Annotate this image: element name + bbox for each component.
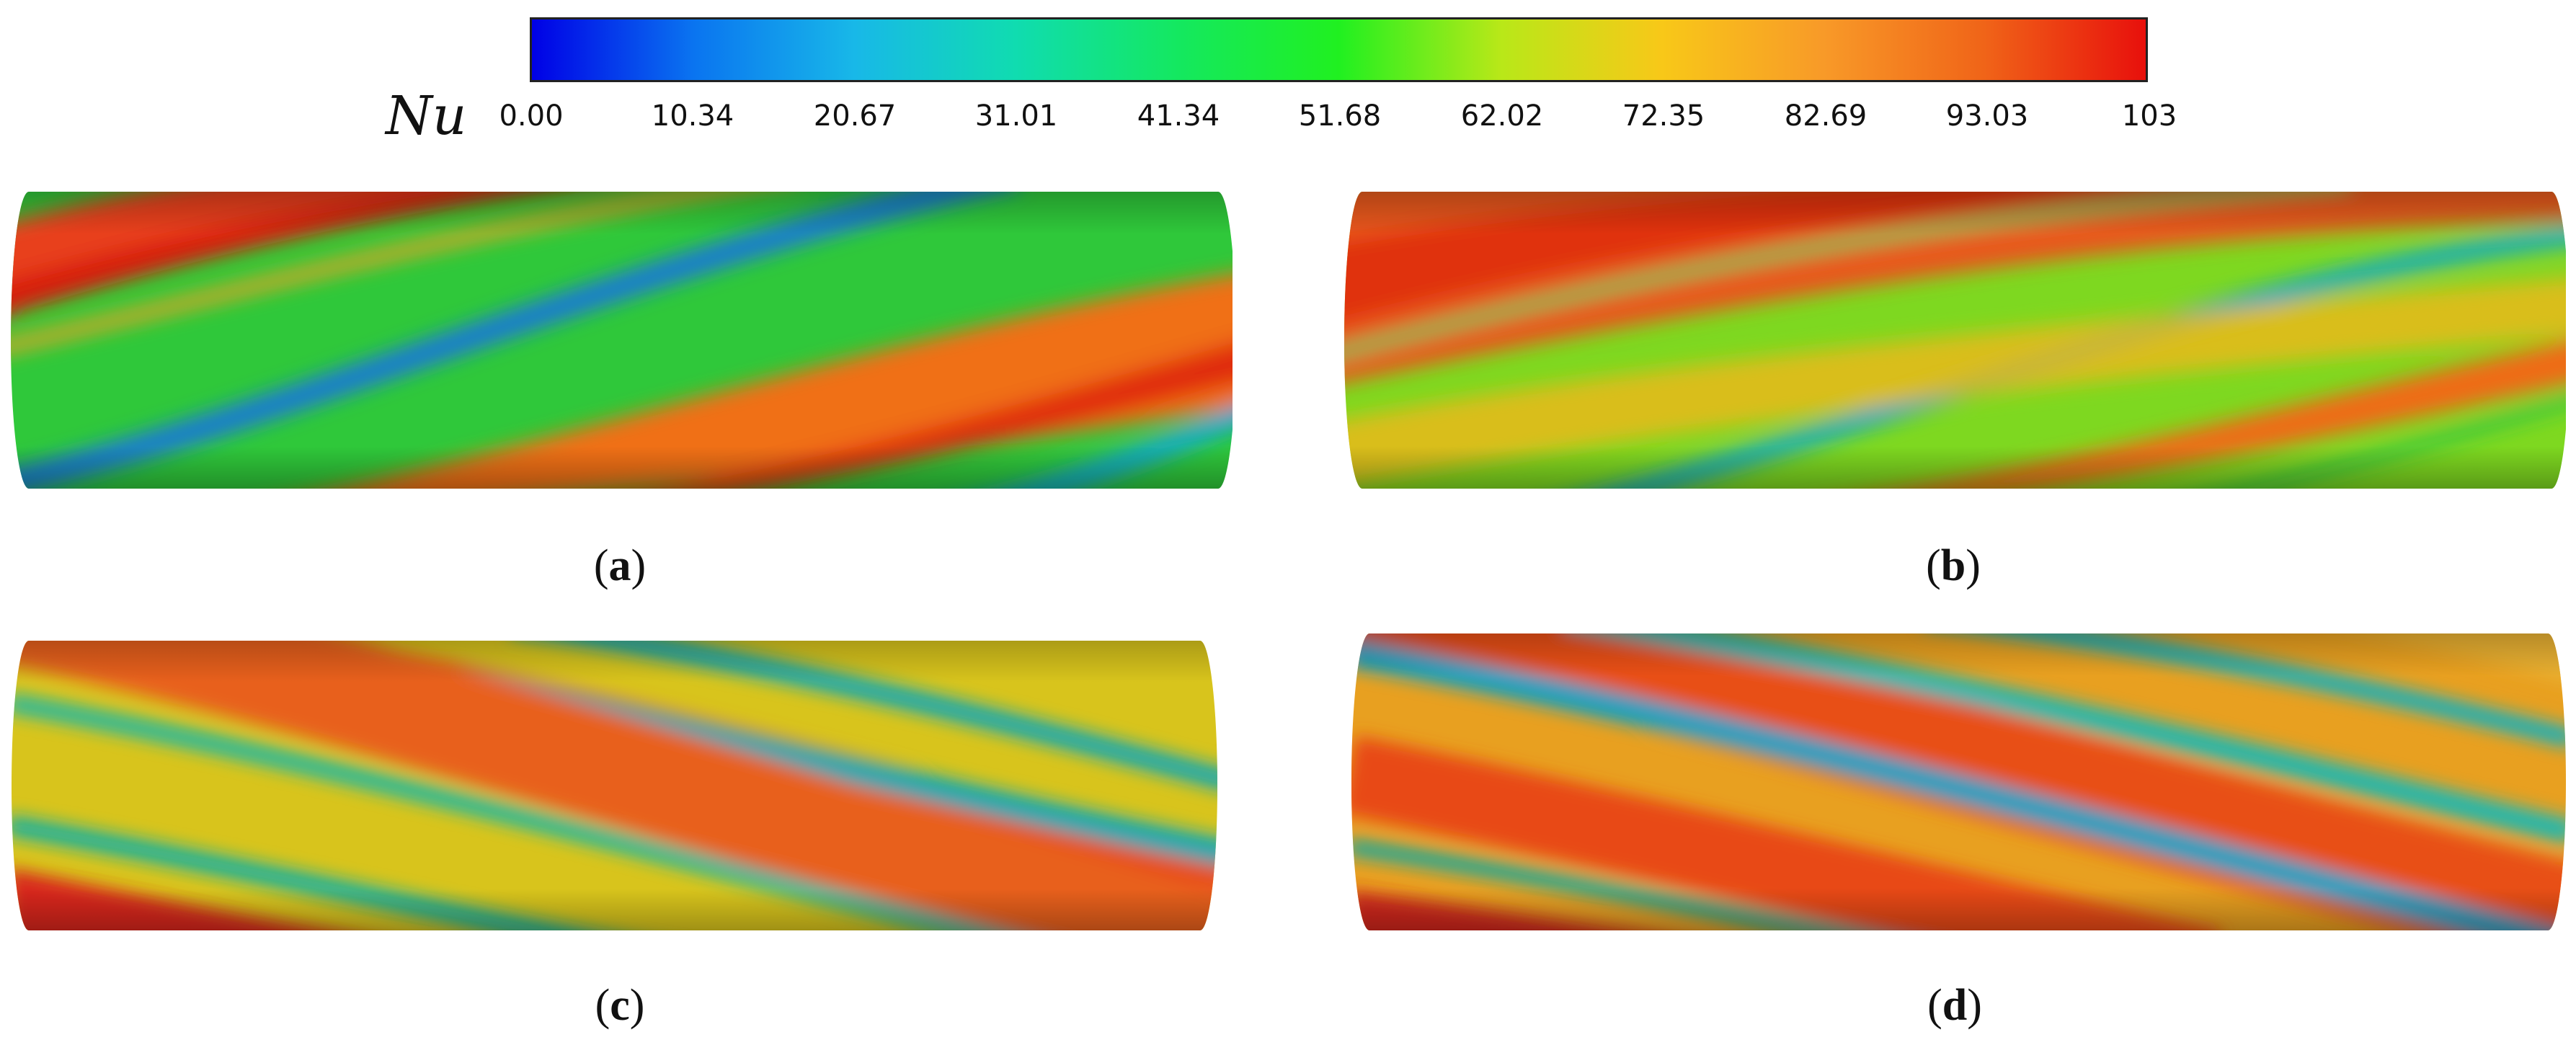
panel-caption-c: (c) (595, 981, 645, 1030)
cylinder-panel-d (1348, 631, 2566, 933)
colorbar-tick: 41.34 (1137, 99, 1220, 133)
cylinder-panel-b (1341, 189, 2566, 492)
cylinder-a-heatmap (11, 192, 1233, 489)
panel-caption-d: (d) (1927, 981, 1982, 1030)
cylinder-panel-a (7, 189, 1233, 492)
colorbar-tick: 0.00 (499, 99, 564, 133)
colorbar-tick: 93.03 (1945, 99, 2029, 133)
colorbar-tick: 72.35 (1622, 99, 1705, 133)
colorbar-tick: 62.02 (1460, 99, 1544, 133)
colorbar-tick: 82.69 (1784, 99, 1867, 133)
colorbar-tick: 10.34 (651, 99, 734, 133)
cylinder-c-heatmap (12, 641, 1217, 930)
colorbar-tick: 51.68 (1298, 99, 1382, 133)
panel-caption-a: (a) (593, 541, 647, 590)
colorbar-tick: 31.01 (974, 99, 1058, 133)
panel-caption-b: (b) (1926, 541, 1981, 590)
cylinder-panel-c (7, 638, 1218, 933)
colorbar-tick: 103 (2121, 99, 2177, 133)
colorbar-variable-label: Nu (386, 85, 467, 147)
cylinder-d-heatmap (1351, 633, 2566, 930)
cylinder-b-heatmap (1344, 192, 2566, 489)
nu-colorbar (530, 17, 2148, 82)
colorbar-tick: 20.67 (813, 99, 897, 133)
